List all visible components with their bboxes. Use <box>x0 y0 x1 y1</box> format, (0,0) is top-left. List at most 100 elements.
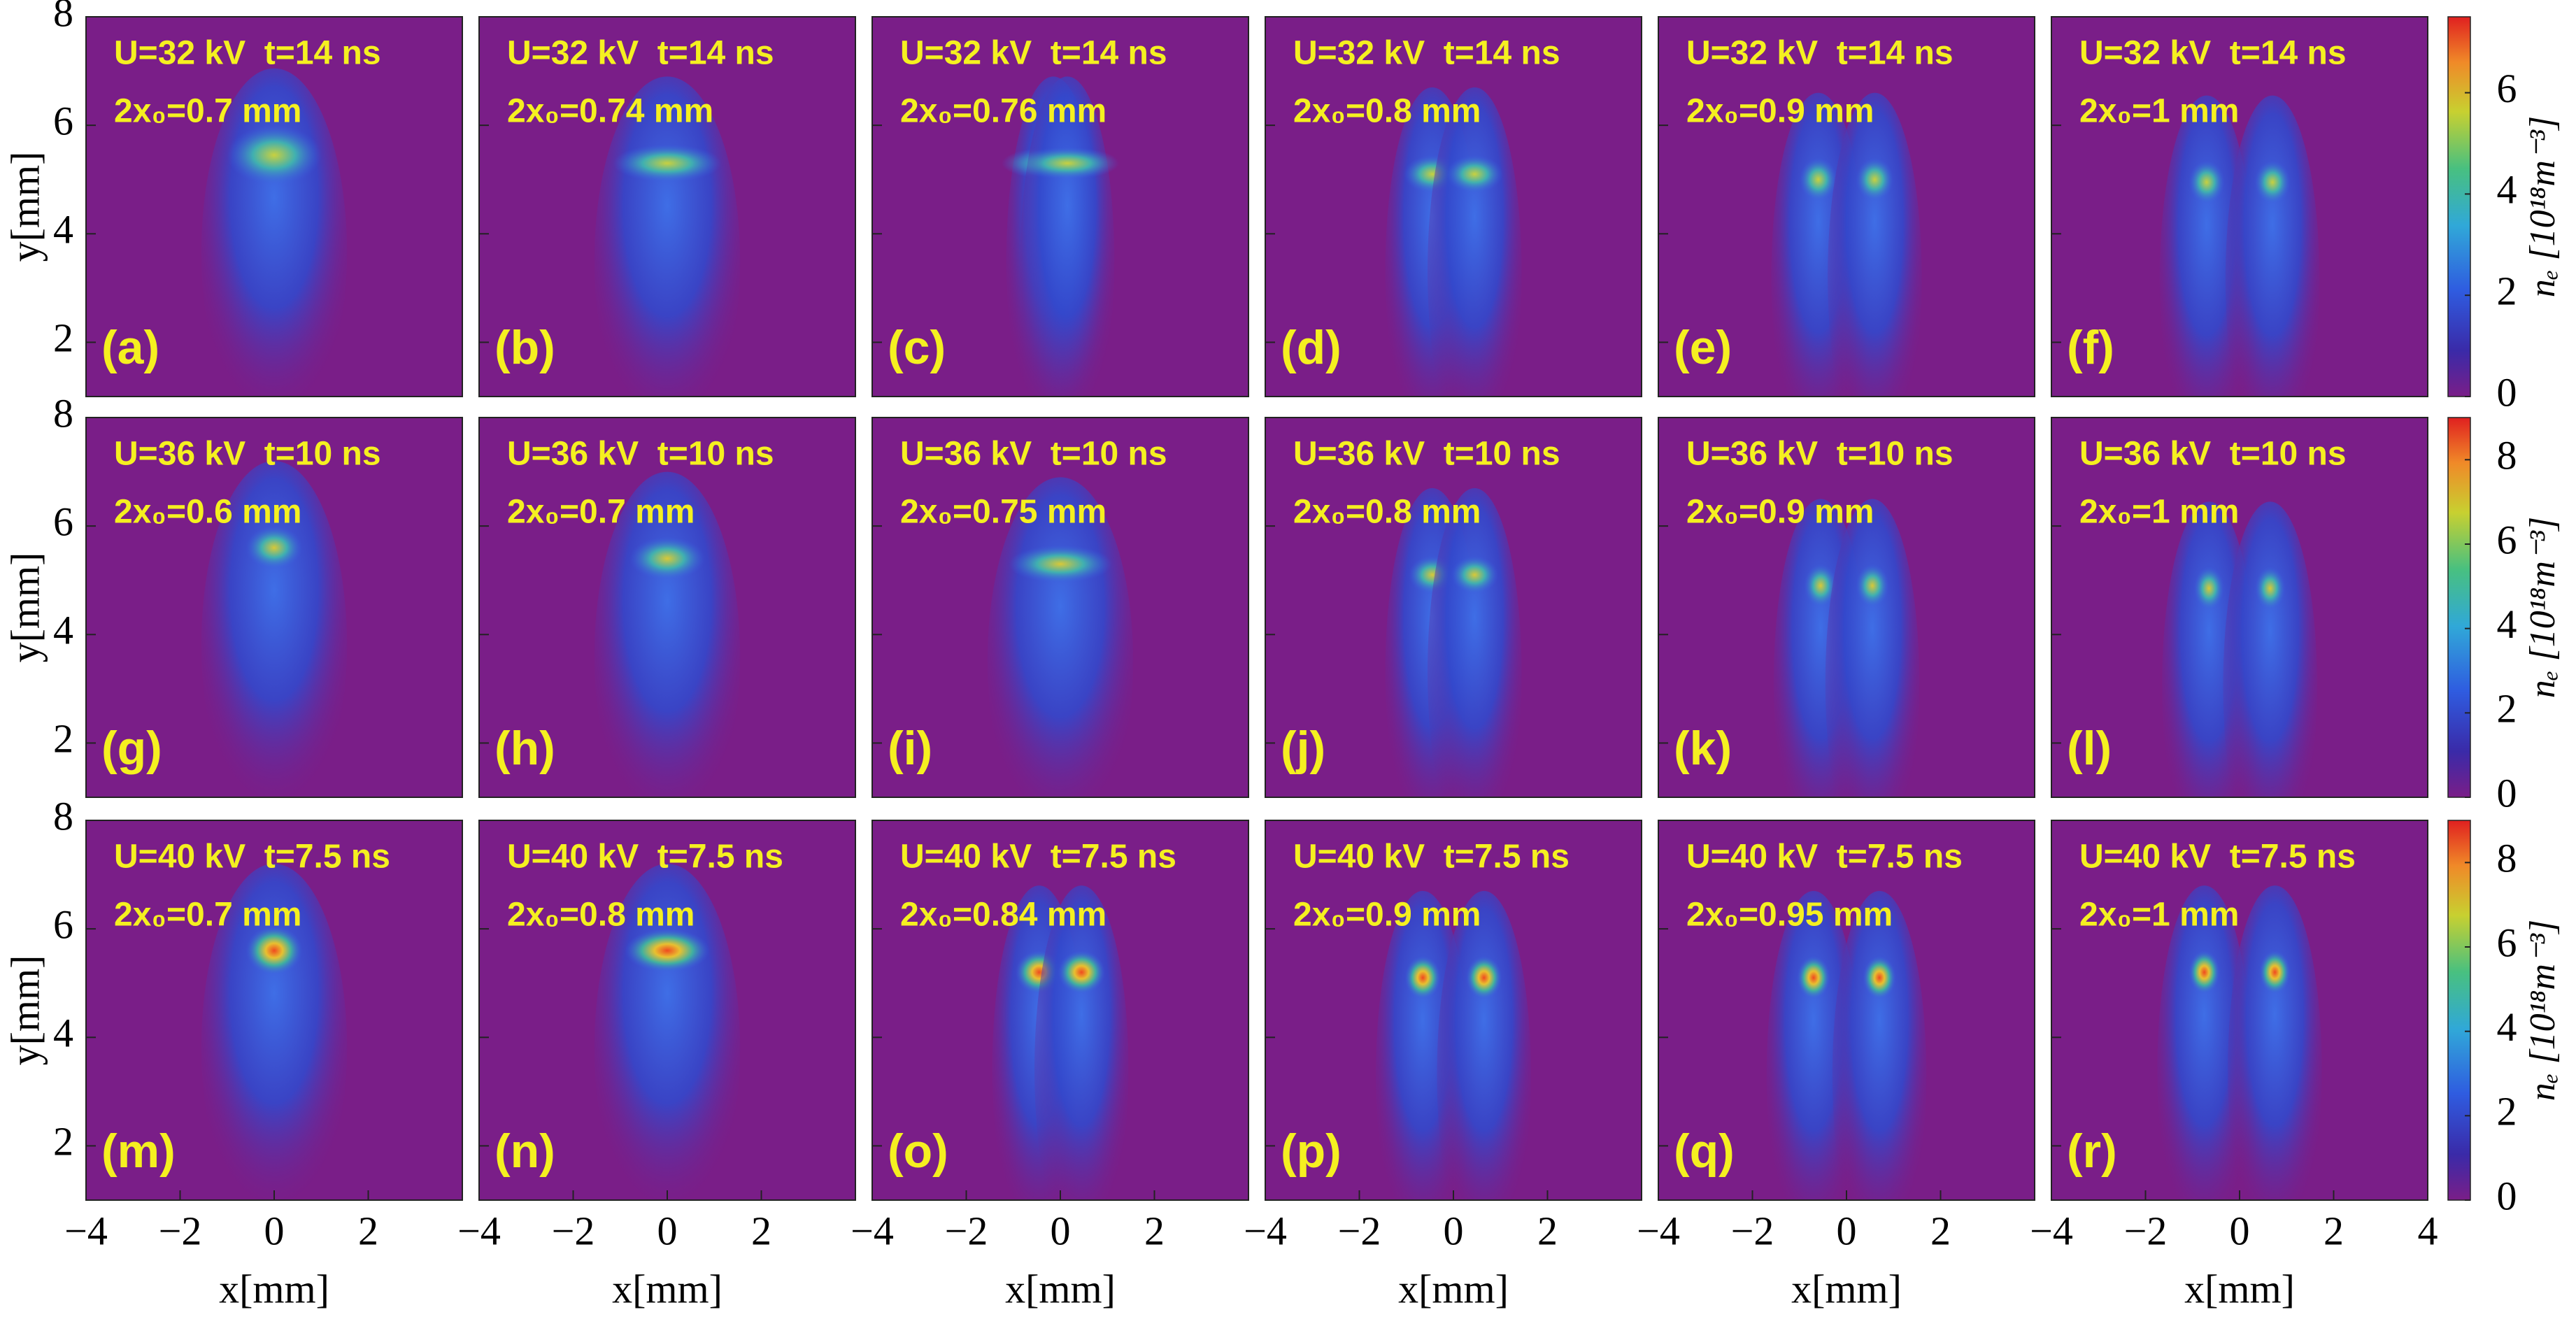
x-tick-label: −2 <box>159 1208 202 1253</box>
panel-title: U=36 kV t=10 ns <box>114 436 381 473</box>
panel-title: U=36 kV t=10 ns <box>1686 436 1954 473</box>
colorbar-tick-label: 8 <box>2497 836 2517 881</box>
panel-annotation: 2x₀=0.8 mm <box>1293 494 1481 531</box>
heatmap-panel <box>872 17 1248 397</box>
panel-label: (n) <box>494 1125 555 1178</box>
plume-head <box>245 526 303 570</box>
colorbar-tick-label: 6 <box>2497 517 2517 562</box>
panel-title: U=32 kV t=14 ns <box>900 35 1167 72</box>
panel-label: (b) <box>494 321 555 374</box>
panel-title: U=36 kV t=10 ns <box>507 436 774 473</box>
x-axis-label: x[mm] <box>2184 1266 2295 1311</box>
y-tick-label: 2 <box>53 315 73 361</box>
heatmap-panel <box>1658 820 2035 1200</box>
y-tick-label: 4 <box>53 207 73 252</box>
x-tick-label: −4 <box>1637 1208 1680 1253</box>
plume-head <box>1016 147 1120 180</box>
x-tick-label: −2 <box>945 1208 988 1253</box>
panel-title: U=40 kV t=7.5 ns <box>1686 839 1963 876</box>
x-tick-label: −2 <box>1338 1208 1381 1253</box>
x-tick-label: 0 <box>657 1208 678 1253</box>
y-tick-label: 6 <box>53 98 73 143</box>
plume-body <box>2223 501 2317 797</box>
heatmap-panel <box>1658 418 2035 797</box>
heatmap-panel <box>1658 17 2035 397</box>
plume-head <box>629 536 705 580</box>
x-tick-label: −4 <box>64 1208 108 1253</box>
panel-label: (l) <box>2067 722 2112 775</box>
plume-body <box>2228 885 2322 1200</box>
plume-head <box>1451 555 1498 594</box>
plume-head <box>2189 950 2220 994</box>
heatmap-panel <box>86 17 462 397</box>
panel-label: (c) <box>888 321 946 374</box>
heatmap-panel <box>479 820 855 1200</box>
y-tick-label: 2 <box>53 716 73 762</box>
colorbar-tick-label: 4 <box>2497 601 2517 647</box>
panel-annotation: 2x₀=0.7 mm <box>114 897 301 934</box>
plume-body <box>1825 499 1920 797</box>
heatmap-panel <box>1265 418 1642 797</box>
heatmap-panel <box>872 820 1248 1200</box>
panel-title: U=32 kV t=14 ns <box>1293 35 1560 72</box>
heatmap-panel <box>2051 418 2428 797</box>
x-axis-label: x[mm] <box>1005 1266 1116 1311</box>
plume-head <box>1799 157 1837 201</box>
panel-annotation: 2x₀=0.76 mm <box>900 93 1106 130</box>
y-tick-label: 4 <box>53 1011 73 1056</box>
plume-head <box>1797 955 1830 999</box>
plume-body <box>201 461 348 797</box>
x-tick-label: −2 <box>1731 1208 1774 1253</box>
panel-annotation: 2x₀=0.9 mm <box>1293 897 1481 934</box>
panel-title: U=40 kV t=7.5 ns <box>114 839 390 876</box>
panel-annotation: 2x₀=0.6 mm <box>114 494 301 531</box>
x-tick-label: 2 <box>1537 1208 1558 1253</box>
panel-annotation: 2x₀=0.95 mm <box>1686 897 1893 934</box>
y-tick-label: 8 <box>53 0 73 35</box>
plume-head <box>1058 950 1105 994</box>
plume-body <box>987 477 1134 797</box>
x-tick-label: 2 <box>2324 1208 2344 1253</box>
x-tick-label: −2 <box>552 1208 595 1253</box>
panel-annotation: 2x₀=0.8 mm <box>1293 93 1481 130</box>
x-tick-label: 0 <box>1444 1208 1464 1253</box>
plume-head <box>1009 545 1112 583</box>
panel-annotation: 2x₀=1 mm <box>2079 897 2239 934</box>
panel-label: (r) <box>2067 1125 2117 1178</box>
x-tick-label: 2 <box>358 1208 378 1253</box>
plume-body <box>1428 87 1522 397</box>
panel-title: U=36 kV t=10 ns <box>2079 436 2347 473</box>
panel-frame <box>478 417 856 798</box>
y-tick-label: 2 <box>53 1119 73 1164</box>
plume-body <box>1020 76 1115 397</box>
plume-head <box>2259 950 2291 994</box>
colorbar-tick-label: 2 <box>2497 1089 2517 1134</box>
colorbar-label: nₑ [10¹⁸m⁻³] <box>2523 920 2563 1101</box>
x-tick-label: 4 <box>2418 1208 2438 1253</box>
x-tick-label: 0 <box>1051 1208 1071 1253</box>
plume-head <box>1856 564 1889 608</box>
panel-title: U=40 kV t=7.5 ns <box>1293 839 1570 876</box>
panel-label: (d) <box>1281 321 1342 374</box>
x-tick-label: 2 <box>751 1208 771 1253</box>
colorbar <box>2447 417 2471 798</box>
panel-annotation: 2x₀=0.9 mm <box>1686 93 1874 130</box>
colorbar-tick-label: 6 <box>2497 66 2517 111</box>
x-axis-label: x[mm] <box>612 1266 723 1311</box>
panel-title: U=40 kV t=7.5 ns <box>900 839 1176 876</box>
colorbar <box>2447 820 2471 1201</box>
plume-body <box>1832 890 1927 1200</box>
panel-title: U=36 kV t=10 ns <box>1293 436 1560 473</box>
panel-title: U=32 kV t=14 ns <box>2079 35 2347 72</box>
panel-title: U=40 kV t=7.5 ns <box>2079 839 2356 876</box>
panel-annotation: 2x₀=0.7 mm <box>507 494 695 531</box>
x-axis-label: x[mm] <box>219 1266 329 1311</box>
panel-frame <box>2051 16 2428 397</box>
heatmap-panel <box>86 418 462 797</box>
panel-label: (m) <box>101 1125 176 1178</box>
panel-annotation: 2x₀=1 mm <box>2079 494 2239 531</box>
panel-annotation: 2x₀=0.7 mm <box>114 93 301 130</box>
colorbar-tick-label: 6 <box>2497 920 2517 965</box>
colorbar-tick-label: 2 <box>2497 686 2517 732</box>
